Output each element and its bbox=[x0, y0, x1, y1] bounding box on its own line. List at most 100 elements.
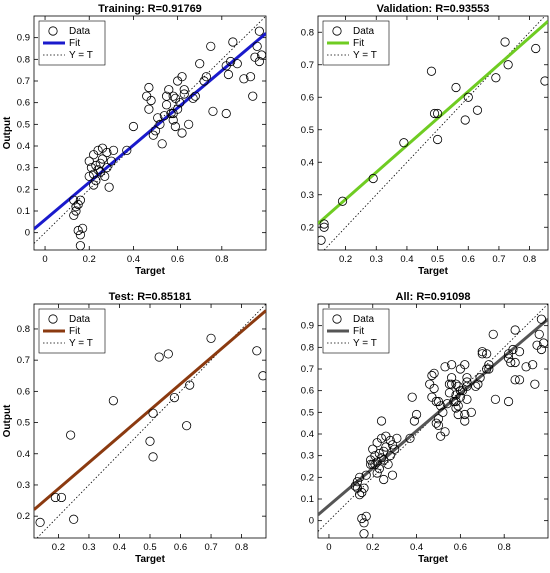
data-point bbox=[66, 430, 76, 440]
y-tick-label: 0.2 bbox=[301, 222, 314, 233]
x-tick-label: 0.2 bbox=[52, 542, 65, 553]
y-tick-label: 0.4 bbox=[301, 157, 314, 168]
data-point bbox=[168, 115, 178, 125]
data-point bbox=[169, 392, 180, 403]
data-point bbox=[444, 388, 455, 398]
data-point bbox=[453, 401, 463, 411]
y-tick-label: 0.4 bbox=[301, 429, 314, 440]
data-point bbox=[472, 105, 483, 115]
data-point bbox=[536, 344, 547, 355]
x-tick-label: 0.6 bbox=[454, 542, 467, 553]
data-point bbox=[442, 399, 452, 409]
data-point bbox=[228, 37, 238, 47]
data-point bbox=[462, 377, 472, 387]
data-point bbox=[208, 106, 218, 116]
data-point bbox=[73, 199, 83, 210]
legend-data-marker bbox=[48, 26, 58, 36]
data-point bbox=[93, 165, 103, 175]
data-point bbox=[148, 130, 158, 140]
data-point bbox=[254, 26, 264, 36]
data-point bbox=[184, 119, 194, 129]
x-tick-label: 0.7 bbox=[492, 254, 505, 265]
data-point bbox=[84, 171, 94, 181]
x-tick-label: 0.4 bbox=[127, 254, 140, 265]
data-point bbox=[429, 368, 439, 378]
panel-2: 0.2 0.3 0.4 0.5 0.6 0.7 0.8 0.2 0.3 0.4 0.5 0.6 0.7 0… bbox=[2, 291, 267, 565]
data-point bbox=[155, 119, 165, 129]
data-point bbox=[429, 108, 440, 119]
data-point bbox=[97, 154, 108, 164]
legend-fit-label: Fit bbox=[69, 38, 80, 49]
data-point bbox=[75, 241, 85, 250]
data-point bbox=[144, 82, 154, 93]
data-point bbox=[84, 156, 94, 166]
x-tick-label: 0.6 bbox=[171, 254, 184, 265]
panel-3: 0 0.2 0.4 0.6 0.8 0 0.1 0.2 0.3 0.4 0.5 0.6 0.7 0.8 0.… bbox=[301, 291, 549, 565]
data-point bbox=[374, 448, 384, 459]
y-tick-label: 0.5 bbox=[17, 418, 30, 429]
panel-title: All: R=0.91098 bbox=[396, 291, 471, 303]
data-point bbox=[69, 210, 79, 220]
data-point bbox=[206, 41, 216, 51]
data-point bbox=[482, 349, 492, 359]
legend-data-label: Data bbox=[69, 26, 91, 37]
legend-fit-label: Fit bbox=[353, 38, 364, 49]
data-point bbox=[102, 147, 112, 158]
data-point bbox=[157, 139, 167, 149]
data-point bbox=[534, 329, 544, 339]
data-point bbox=[182, 421, 192, 431]
data-point bbox=[438, 407, 448, 417]
data-point bbox=[508, 344, 518, 355]
y-tick-label: 0.6 bbox=[17, 98, 30, 109]
data-point bbox=[491, 73, 501, 83]
data-point bbox=[108, 145, 119, 155]
data-point bbox=[490, 394, 501, 404]
data-point bbox=[447, 379, 457, 389]
y-tick-label: 0.5 bbox=[301, 125, 314, 136]
y-tick-label: 0.8 bbox=[17, 324, 30, 335]
data-point bbox=[359, 483, 369, 493]
data-point bbox=[100, 171, 110, 181]
data-point bbox=[477, 347, 487, 357]
data-point bbox=[447, 373, 457, 383]
data-point bbox=[148, 452, 158, 462]
data-point bbox=[144, 104, 154, 114]
y-tick-label: 0.8 bbox=[301, 27, 314, 38]
legend-identity-label: Y = T bbox=[353, 50, 377, 61]
data-point bbox=[154, 352, 164, 362]
data-point bbox=[451, 82, 461, 93]
legend-data-label: Data bbox=[353, 314, 375, 325]
data-point bbox=[319, 219, 329, 229]
data-point bbox=[355, 472, 365, 482]
data-point bbox=[168, 108, 178, 119]
legend-data-marker bbox=[332, 26, 342, 36]
panel-title: Training: R=0.91769 bbox=[98, 3, 202, 15]
data-point bbox=[161, 100, 172, 110]
y-tick-label: 0.3 bbox=[17, 163, 30, 174]
x-tick-label: 0.3 bbox=[370, 254, 383, 265]
data-point bbox=[431, 418, 441, 428]
data-point bbox=[372, 468, 382, 478]
y-tick-label: 0.7 bbox=[17, 355, 30, 366]
y-tick-label: 0 bbox=[25, 228, 30, 239]
legend-identity-label: Y = T bbox=[353, 338, 377, 349]
x-tick-label: 0.5 bbox=[143, 542, 156, 553]
data-point bbox=[440, 362, 450, 372]
data-point bbox=[361, 470, 371, 480]
data-point bbox=[368, 459, 378, 469]
legend-data-label: Data bbox=[69, 314, 91, 325]
y-tick-label: 0.1 bbox=[17, 206, 30, 217]
y-axis-label: Output bbox=[2, 116, 13, 149]
data-point bbox=[355, 490, 365, 500]
data-point bbox=[75, 230, 86, 240]
data-point bbox=[503, 396, 514, 407]
data-point bbox=[536, 314, 547, 324]
x-tick-label: 0.4 bbox=[400, 254, 413, 265]
x-tick-label: 0.4 bbox=[113, 542, 126, 553]
y-tick-label: 0.7 bbox=[17, 76, 30, 87]
y-tick-label: 0.7 bbox=[301, 364, 314, 375]
x-tick-label: 0.2 bbox=[339, 254, 352, 265]
data-point bbox=[426, 66, 437, 76]
data-point bbox=[390, 444, 400, 454]
